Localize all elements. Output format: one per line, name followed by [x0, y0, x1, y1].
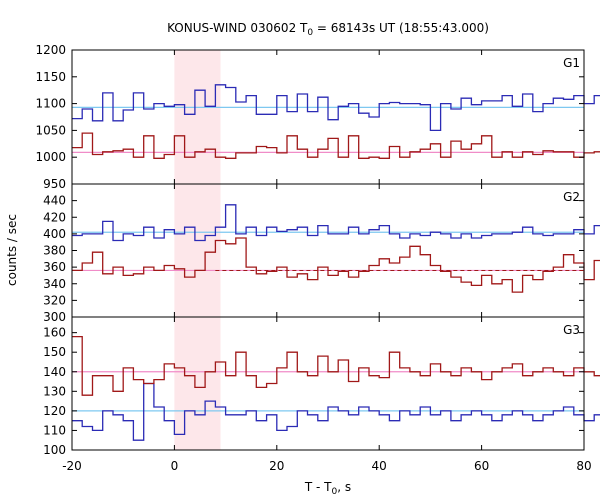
y-tick-label: 360 [43, 260, 66, 274]
y-tick-label: 440 [43, 194, 66, 208]
y-tick-label: 420 [43, 210, 66, 224]
y-tick-label: 100 [43, 443, 66, 457]
x-tick-label: 60 [474, 459, 489, 473]
step-series-blue [72, 84, 600, 132]
y-tick-label: 380 [43, 244, 66, 258]
y-tick-label: 1150 [35, 70, 66, 84]
y-tick-label: 950 [43, 177, 66, 191]
x-tick-label: 0 [171, 459, 179, 473]
y-tick-label: 130 [43, 384, 66, 398]
x-tick-label: 20 [269, 459, 284, 473]
y-tick-label: 300 [43, 310, 66, 324]
y-tick-label: 150 [43, 345, 66, 359]
y-tick-label: 1050 [35, 123, 66, 137]
x-tick-label: -20 [62, 459, 82, 473]
panel-label: G1 [563, 56, 580, 70]
y-tick-label: 120 [43, 404, 66, 418]
panel-frame [71, 316, 585, 451]
y-tick-label: 110 [43, 423, 66, 437]
step-series-blue [72, 204, 600, 242]
y-tick-label: 1000 [35, 150, 66, 164]
x-tick-label: 40 [372, 459, 387, 473]
y-tick-label: 1200 [35, 43, 66, 57]
y-tick-label: 160 [43, 326, 66, 340]
chart-title: KONUS-WIND 030602 T0 = 68143s UT (18:55:… [167, 21, 489, 38]
y-tick-label: 1100 [35, 97, 66, 111]
x-tick-label: 80 [576, 459, 591, 473]
panel-g3: 100 110 120 130 140 150 160 G3 [43, 316, 600, 457]
plot-layer: 95010001050110011501200G1300320340360380… [35, 43, 600, 473]
panel-label: G3 [563, 323, 580, 337]
y-tick-label: 140 [43, 365, 66, 379]
y-tick-label: 340 [43, 277, 66, 291]
panel-g2: 300 320 340 360 380 400 420 440 G2 [43, 183, 600, 324]
x-axis-label: T - T0, s [304, 480, 351, 497]
y-tick-label: 320 [43, 293, 66, 307]
y-tick-label: 400 [43, 227, 66, 241]
y-axis-label: counts / sec [5, 214, 19, 286]
panel-label: G2 [563, 190, 580, 204]
highlight-interval [174, 50, 221, 450]
